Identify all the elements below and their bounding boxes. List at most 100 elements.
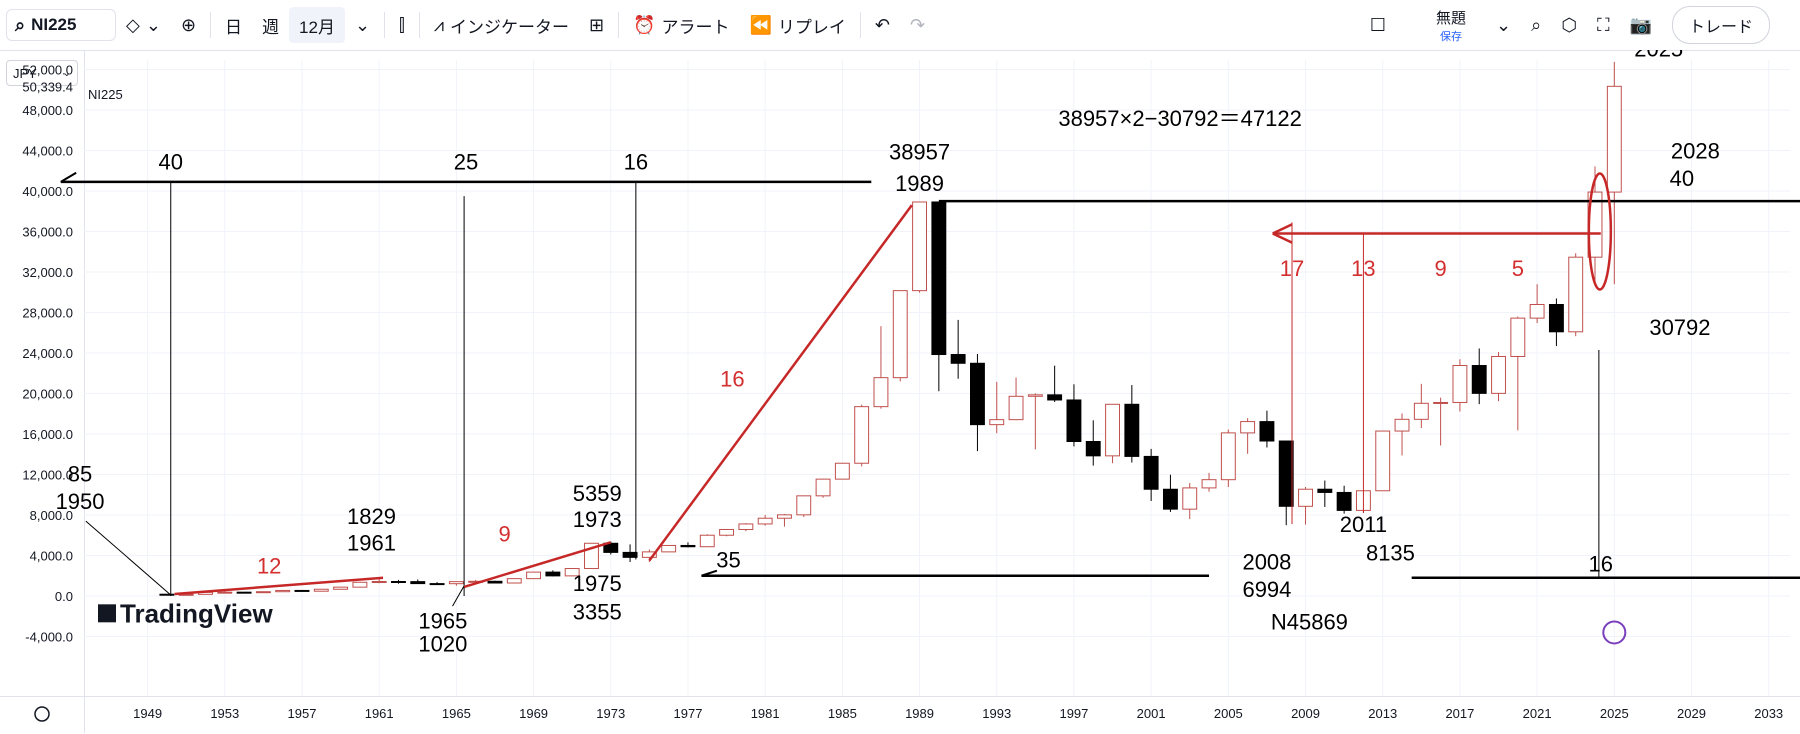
- price-badge: 50,339.4: [22, 79, 73, 94]
- candle-body: [699, 534, 715, 548]
- redo-button[interactable]: ↷: [900, 7, 935, 43]
- layout-dropdown[interactable]: ⌄: [1486, 7, 1521, 43]
- candle-body: [1568, 256, 1584, 333]
- y-tick-label: 16,000.0: [22, 427, 73, 442]
- redo-icon: ↷: [910, 15, 926, 35]
- plus-circle-icon: ⊕: [180, 15, 197, 35]
- candle-body: [429, 583, 445, 586]
- candle-body: [1240, 421, 1256, 434]
- annotation-label: 17: [1280, 256, 1304, 281]
- candle-body: [873, 377, 889, 408]
- annotation-label: 16: [624, 150, 648, 175]
- y-tick-label: -4,000.0: [25, 630, 73, 645]
- pointer-1965: [452, 585, 465, 607]
- candle-body: [796, 495, 812, 516]
- x-tick-label: 1997: [1059, 706, 1088, 721]
- annotation-label: 2011: [1340, 512, 1387, 537]
- y-tick-label: 0.0: [55, 589, 73, 604]
- annotation-label: 1829: [347, 504, 396, 529]
- replay-button[interactable]: ⏪ リプレイ: [739, 7, 855, 43]
- x-tick-label: 2001: [1137, 706, 1166, 721]
- indicators-button[interactable]: ⩘ インジケーター: [424, 7, 579, 43]
- separator: [418, 12, 420, 38]
- top-toolbar: ⌕ NI225 ◇ ⌄ ⊕ 日 週 12月 ⌄ ⫿ ⩘ インジケーター ⊞ ⏰ アラー…: [0, 0, 1800, 51]
- tradingview-logo-mark: [98, 604, 116, 623]
- arrow-head: [1272, 223, 1293, 235]
- candle-body: [275, 589, 291, 593]
- candle-body: [545, 571, 561, 577]
- annotation-label: 13: [1351, 256, 1375, 281]
- chart-type-button[interactable]: ⫿: [389, 7, 415, 43]
- quick-search-button[interactable]: ⌕: [1521, 7, 1551, 43]
- candle-body: [1182, 487, 1198, 510]
- x-tick-label: 1985: [828, 706, 857, 721]
- add-symbol-button[interactable]: ⊕: [171, 7, 206, 43]
- y-tick-label: 44,000.0: [22, 144, 73, 159]
- symbol-search[interactable]: ⌕ NI225: [6, 9, 116, 41]
- currency-select[interactable]: JPY ⌄: [6, 60, 78, 86]
- candle-body: [564, 568, 580, 577]
- expand-button[interactable]: ⛶: [1587, 7, 1620, 43]
- y-tick-label: 36,000.0: [22, 225, 73, 240]
- search-icon: ⌕: [1531, 15, 1542, 35]
- annotation-label: 25: [454, 150, 478, 175]
- candle-body: [912, 201, 927, 292]
- candle-body: [487, 580, 503, 584]
- annotation-label: 16: [1589, 552, 1613, 577]
- snapshot-button[interactable]: 📷: [1620, 7, 1662, 43]
- candle-body: [815, 478, 831, 497]
- compare-button[interactable]: ◇ ⌄: [116, 7, 171, 43]
- fullscreen-toggle[interactable]: ☐: [1360, 7, 1396, 43]
- candle-body: [738, 523, 754, 530]
- candle-body: [931, 201, 947, 356]
- y-tick-label: 20,000.0: [22, 387, 73, 402]
- highlight-ellipse: [1587, 172, 1613, 291]
- candle-body: [1162, 488, 1178, 510]
- y-tick-label: 8,000.0: [30, 508, 73, 523]
- layouts-button[interactable]: ⊞: [579, 7, 614, 43]
- alert-button[interactable]: ⏰ アラート: [623, 7, 739, 43]
- interval-day-button[interactable]: 日: [225, 17, 243, 37]
- price-chart[interactable]: -4,000.0 0.0 4,000.0 8,000.0 12,000.0 16,000.…: [0, 50, 1800, 733]
- undo-button[interactable]: ↶: [865, 7, 900, 43]
- candle-body: [777, 514, 792, 519]
- x-tick-label: 2005: [1214, 706, 1243, 721]
- annotation-label: 2028: [1671, 139, 1720, 164]
- x-tick-label: 1989: [905, 706, 934, 721]
- x-tick-label: 1957: [288, 706, 317, 721]
- candle-body: [1143, 455, 1159, 490]
- x-tick-label: 1949: [133, 706, 162, 721]
- candle-body: [622, 551, 638, 558]
- candles-icon: ⫿: [399, 15, 405, 35]
- annotation-label: 2008: [1242, 550, 1291, 575]
- expand-icon: ⛶: [1596, 15, 1610, 35]
- candle-body: [1317, 488, 1333, 493]
- candle-body: [1201, 479, 1217, 489]
- annotation-label: 38957×2−30792＝47122: [1058, 106, 1301, 131]
- candle-body: [950, 354, 966, 364]
- y-tick-label: 12,000.0: [22, 468, 73, 483]
- interval-12m-button[interactable]: 12月: [289, 7, 345, 43]
- candle-body: [1548, 303, 1564, 333]
- alarm-icon: ⏰: [633, 15, 656, 35]
- candle-body: [892, 290, 908, 379]
- candle-body: [217, 591, 233, 594]
- candle-body: [448, 581, 464, 585]
- trade-button[interactable]: トレード: [1671, 6, 1770, 44]
- indicator-icon: ⩘: [433, 15, 444, 35]
- candle-body: [1606, 85, 1622, 193]
- drawing-toolbar: [0, 50, 85, 733]
- candle-body: [352, 581, 368, 588]
- x-tick-label: 2017: [1445, 706, 1474, 721]
- interval-dropdown[interactable]: ⌄: [345, 7, 380, 43]
- candle-body: [719, 528, 735, 536]
- x-tick-label: 2029: [1677, 706, 1706, 721]
- candle-body: [294, 589, 310, 592]
- candle-body: [1375, 430, 1391, 492]
- x-tick-label: 2025: [1600, 706, 1629, 721]
- annotation-label: 5359: [573, 481, 622, 506]
- layout-title[interactable]: 無題 保存: [1436, 7, 1466, 44]
- settings-button[interactable]: ⬡: [1551, 7, 1587, 43]
- annotation-label: 38957: [889, 140, 950, 165]
- interval-week-button[interactable]: 週: [262, 17, 280, 37]
